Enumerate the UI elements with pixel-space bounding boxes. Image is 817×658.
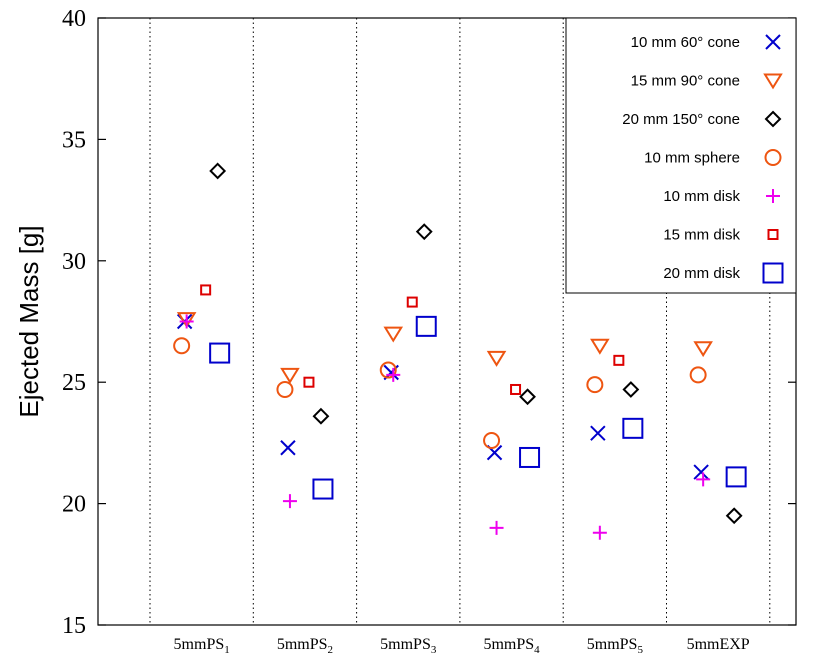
data-point: [312, 478, 334, 500]
plot-frame: [97, 17, 797, 626]
legend-label: 20 mm 150° cone: [622, 111, 740, 128]
data-point: [510, 383, 522, 395]
legend-marker: [766, 189, 780, 203]
data-point: [592, 525, 607, 540]
data-point: [415, 315, 437, 337]
data-point: [489, 520, 504, 535]
data-points: [173, 162, 747, 540]
x-tick-label: 5mmPS2: [277, 636, 333, 656]
data-point: [486, 350, 507, 367]
data-point: [693, 341, 713, 358]
data-point: [312, 407, 330, 425]
data-point: [415, 223, 433, 241]
data-point: [179, 314, 194, 329]
legend-label: 15 mm 90° cone: [631, 73, 740, 90]
data-point: [519, 388, 536, 406]
y-tick-label: 15: [62, 613, 86, 639]
data-point: [280, 440, 296, 456]
y-tick-label: 30: [62, 249, 86, 275]
x-tick-label: 5mmPS4: [483, 636, 540, 656]
data-point: [622, 417, 644, 439]
legend-marker: [767, 229, 779, 240]
data-point: [725, 466, 747, 488]
data-point: [176, 312, 197, 328]
y-tick-label: 40: [62, 6, 86, 32]
legend-label: 10 mm sphere: [644, 150, 740, 167]
x-tick-label: 5mmPS5: [587, 636, 644, 656]
legend-marker: [764, 149, 782, 166]
y-axis-label: Ejected Mass [g]: [14, 225, 44, 417]
data-point: [586, 376, 604, 394]
data-point: [383, 326, 404, 343]
data-point: [725, 507, 743, 525]
data-point: [696, 472, 711, 487]
data-point: [613, 354, 625, 366]
x-axis: 5mmPS1 5mmPS2 5mmPS3 5mmPS4 5mmPS5 5mmEXP: [174, 636, 750, 656]
legend-marker: [763, 73, 783, 90]
data-point: [590, 338, 610, 355]
y-tick-label: 35: [62, 127, 86, 153]
legend-label: 15 mm disk: [663, 227, 740, 244]
legend-label: 20 mm disk: [663, 265, 740, 282]
x-tick-label: 5mmEXP: [687, 636, 750, 653]
data-point: [622, 381, 640, 398]
data-point: [209, 342, 231, 364]
data-point: [590, 425, 606, 441]
data-point: [282, 494, 297, 509]
data-point: [209, 162, 227, 180]
data-point: [276, 380, 294, 398]
data-point: [200, 284, 212, 296]
data-point: [280, 367, 300, 384]
data-point: [303, 376, 315, 388]
data-point: [689, 366, 707, 384]
data-point: [379, 361, 397, 379]
legend: 10 mm 60° cone 15 mm 90° cone 20 mm 150° c…: [565, 17, 797, 294]
y-tick-label: 25: [62, 370, 86, 396]
legend-box: [565, 17, 797, 294]
legend-marker: [765, 34, 781, 50]
data-point: [693, 464, 709, 480]
legend-marker: [764, 110, 782, 128]
legend-label: 10 mm 60° cone: [631, 34, 740, 51]
data-point: [483, 431, 501, 449]
data-point: [386, 367, 401, 382]
data-point: [406, 296, 418, 308]
x-tick-label: 5mmPS1: [174, 636, 230, 656]
legend-marker: [762, 262, 784, 284]
legend-label: 10 mm disk: [663, 188, 740, 205]
data-point: [173, 337, 191, 355]
data-point: [519, 446, 541, 468]
x-tick-label: 5mmPS3: [380, 636, 437, 656]
y-tick-label: 20: [62, 492, 86, 518]
